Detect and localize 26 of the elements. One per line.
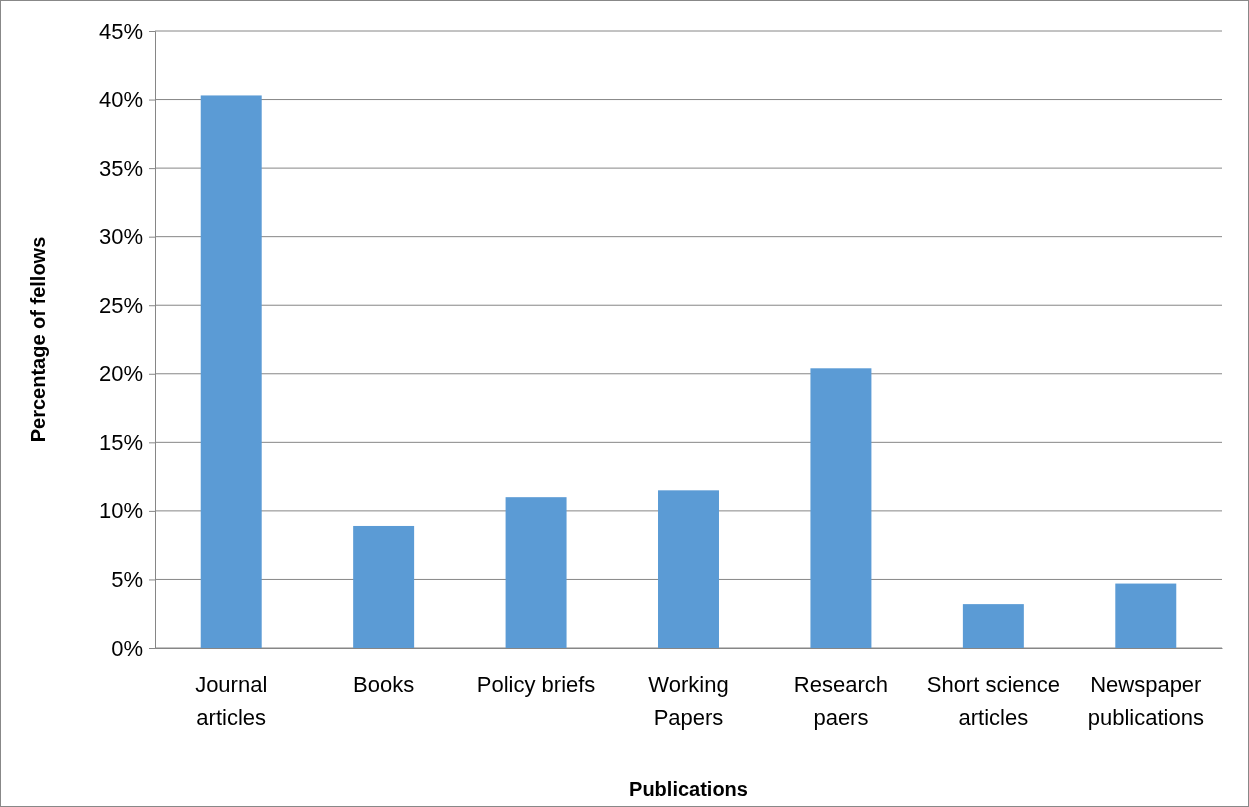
bar xyxy=(962,604,1024,648)
bar xyxy=(658,490,719,648)
x-tick-label: Working Papers xyxy=(648,672,729,730)
x-tick-label: Newspaper publications xyxy=(1087,672,1204,730)
y-tick-label: 40% xyxy=(98,87,143,113)
y-tick-label: 10% xyxy=(98,498,143,524)
x-axis-title: Publications xyxy=(629,778,748,800)
y-tick-label: 15% xyxy=(98,429,143,455)
x-tick-label: Policy briefs xyxy=(476,672,596,697)
x-tick-label: Journal articles xyxy=(195,672,268,730)
y-tick-label: 5% xyxy=(111,566,143,592)
y-tick-label: 45% xyxy=(98,18,143,44)
bar xyxy=(200,95,262,648)
y-tick-label: 35% xyxy=(98,155,143,181)
x-tick-label: Books xyxy=(353,672,415,697)
bar xyxy=(1115,583,1177,648)
x-tick-label: Research paers xyxy=(793,672,889,730)
y-tick-label: 20% xyxy=(98,361,143,387)
bar xyxy=(353,525,415,648)
bar xyxy=(810,368,872,648)
y-tick-label: 30% xyxy=(98,224,143,250)
y-tick-label: 25% xyxy=(98,292,143,318)
y-axis-title: Percentage of fellows xyxy=(27,236,49,443)
bar xyxy=(505,497,567,648)
x-tick-label: Short science articles xyxy=(926,672,1061,730)
y-tick-label: 0% xyxy=(111,635,143,661)
